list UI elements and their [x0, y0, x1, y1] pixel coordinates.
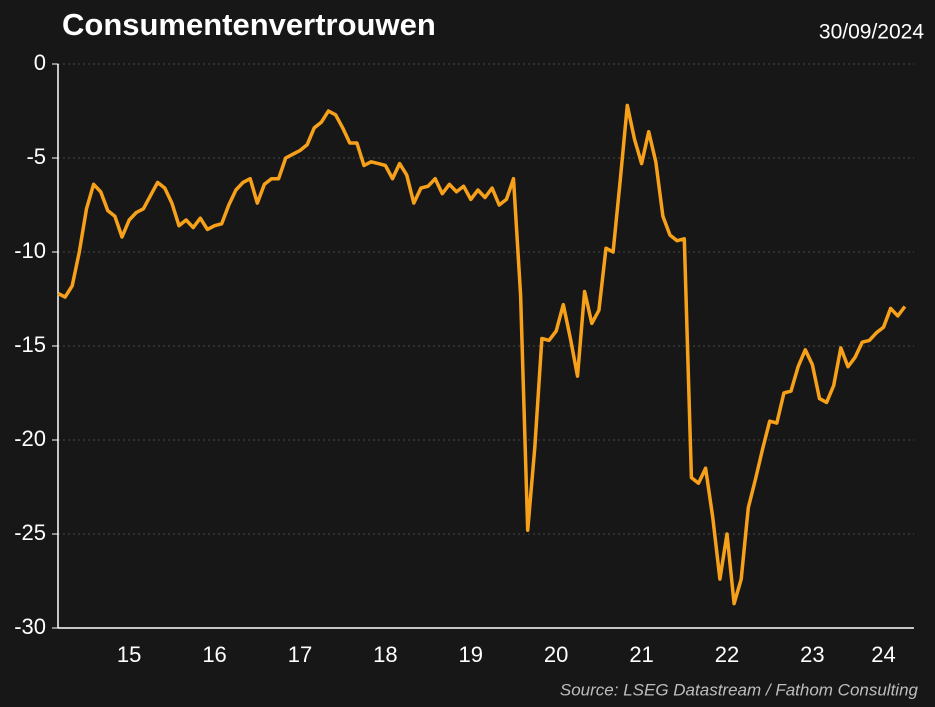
y-tick-label: -25: [14, 520, 46, 545]
line-series: [57, 103, 907, 606]
x-tick-label: 22: [715, 642, 739, 667]
x-tick-label: 16: [202, 642, 226, 667]
x-tick-label: 18: [373, 642, 397, 667]
x-tick-label: 19: [459, 642, 483, 667]
chart-title: Consumentenvertrouwen: [62, 7, 436, 42]
source: Source: LSEG Datastream / Fathom Consult…: [560, 680, 919, 699]
date: 30/09/2024: [819, 21, 924, 44]
y-tick-label: -15: [14, 332, 46, 357]
x-tick-label: 15: [117, 642, 141, 667]
y-tick-label: -30: [14, 614, 46, 639]
y-tick-label: -10: [14, 238, 46, 263]
y-tick-label: -20: [14, 426, 46, 451]
x-tick-label: 17: [288, 642, 312, 667]
x-tick-label: 21: [629, 642, 653, 667]
x-tick-label: 23: [800, 642, 824, 667]
x-tick-label: 20: [544, 642, 568, 667]
x-tick-label: 24: [871, 642, 895, 667]
y-tick-label: -5: [26, 144, 46, 169]
y-tick-label: 0: [34, 50, 46, 75]
